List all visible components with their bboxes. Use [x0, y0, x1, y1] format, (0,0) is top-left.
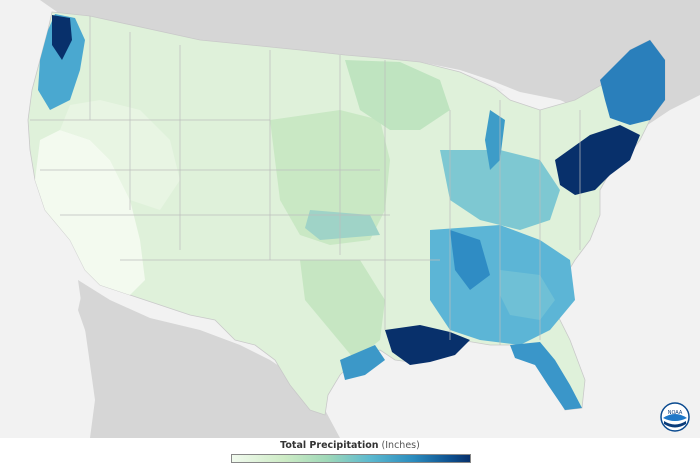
region-texas-coast	[340, 345, 385, 380]
region-upper-midwest	[345, 60, 450, 130]
region-olympic	[52, 15, 72, 60]
noaa-logo-icon: NOAA	[660, 402, 690, 432]
canada-land	[40, 0, 700, 130]
region-kansas-band	[305, 210, 380, 240]
mexico-land	[78, 280, 340, 438]
precipitation-map	[0, 0, 700, 438]
legend-title-unit: (Inches)	[381, 440, 420, 451]
region-plains	[270, 110, 390, 245]
region-southwest-dry	[35, 130, 145, 295]
region-great-basin	[60, 100, 180, 210]
region-new-england	[600, 40, 665, 125]
region-florida	[510, 342, 582, 410]
region-mid-atlantic	[555, 125, 640, 195]
noaa-logo-text: NOAA	[668, 410, 683, 416]
region-georgia	[500, 270, 555, 320]
region-pacific-northwest	[38, 14, 85, 110]
legend-title: Total Precipitation (Inches)	[0, 440, 700, 451]
legend: Total Precipitation (Inches)	[0, 438, 700, 466]
region-texas-east	[300, 260, 385, 360]
legend-color-bar	[231, 454, 471, 463]
baja-land	[78, 292, 140, 438]
legend-title-main: Total Precipitation	[280, 440, 379, 451]
region-tennessee-band	[450, 230, 490, 290]
map-canvas	[27, 0, 700, 438]
region-gulf-coast	[385, 325, 470, 365]
state-borders	[30, 16, 581, 345]
